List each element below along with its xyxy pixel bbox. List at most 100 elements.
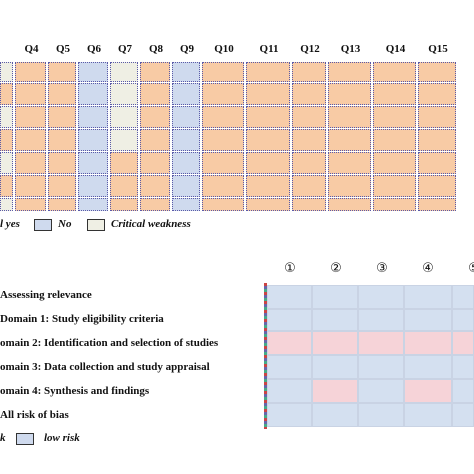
risk-cell bbox=[452, 379, 474, 403]
assessment-cell bbox=[0, 152, 13, 174]
assessment-cell bbox=[418, 175, 456, 197]
assessment-cell bbox=[110, 175, 138, 197]
column-header-q9: Q9 bbox=[179, 43, 195, 55]
risk-cell bbox=[358, 379, 404, 403]
assessment-cell bbox=[48, 129, 76, 151]
assessment-cell bbox=[48, 175, 76, 197]
legend-no-label: No bbox=[58, 218, 72, 230]
risk-cell bbox=[267, 355, 312, 379]
assessment-cell bbox=[78, 175, 108, 197]
assessment-cell bbox=[78, 198, 108, 211]
assessment-cell bbox=[15, 175, 46, 197]
risk-cell bbox=[358, 331, 404, 355]
domain-label: Assessing relevance bbox=[0, 289, 92, 301]
domain-label: Domain 1: Study eligibility criteria bbox=[0, 313, 164, 325]
assessment-cell bbox=[292, 198, 326, 211]
assessment-cell bbox=[15, 62, 46, 82]
assessment-cell bbox=[110, 83, 138, 105]
assessment-cell bbox=[0, 62, 13, 82]
risk-cell bbox=[312, 309, 358, 331]
assessment-cell bbox=[292, 152, 326, 174]
assessment-cell bbox=[110, 198, 138, 211]
assessment-cell bbox=[140, 175, 170, 197]
risk-cell bbox=[358, 309, 404, 331]
column-header-q11: Q11 bbox=[259, 43, 279, 55]
column-header-q12: Q12 bbox=[300, 43, 320, 55]
column-header-q6: Q6 bbox=[86, 43, 102, 55]
column-header-q8: Q8 bbox=[148, 43, 164, 55]
assessment-cell bbox=[418, 152, 456, 174]
assessment-cell bbox=[373, 152, 416, 174]
assessment-cell bbox=[0, 198, 13, 211]
assessment-cell bbox=[328, 152, 371, 174]
study-number-badge: ③ bbox=[376, 261, 388, 276]
study-number-badge: ⑤ bbox=[467, 262, 474, 276]
risk-cell bbox=[358, 285, 404, 309]
risk-cell bbox=[404, 403, 452, 427]
risk-cell bbox=[452, 331, 474, 355]
assessment-cell bbox=[373, 106, 416, 128]
risk-cell bbox=[312, 379, 358, 403]
assessment-cell bbox=[172, 198, 200, 211]
assessment-cell bbox=[373, 129, 416, 151]
risk-cell bbox=[267, 285, 312, 309]
risk-cell bbox=[312, 331, 358, 355]
assessment-cell bbox=[15, 83, 46, 105]
assessment-cell bbox=[140, 129, 170, 151]
assessment-cell bbox=[78, 83, 108, 105]
assessment-cell bbox=[172, 129, 200, 151]
assessment-cell bbox=[328, 129, 371, 151]
assessment-cell bbox=[78, 129, 108, 151]
assessment-cell bbox=[202, 152, 244, 174]
risk-cell bbox=[404, 355, 452, 379]
assessment-cell bbox=[418, 106, 456, 128]
assessment-cell bbox=[292, 129, 326, 151]
assessment-cell bbox=[48, 198, 76, 211]
table-divider bbox=[264, 283, 267, 429]
assessment-cell bbox=[418, 62, 456, 82]
assessment-cell bbox=[15, 152, 46, 174]
risk-cell bbox=[358, 403, 404, 427]
column-header-q5: Q5 bbox=[55, 43, 71, 55]
assessment-cell bbox=[172, 83, 200, 105]
column-header-q4: Q4 bbox=[24, 43, 39, 55]
domain-label: omain 4: Synthesis and findings bbox=[0, 385, 150, 397]
assessment-cell bbox=[246, 106, 290, 128]
risk-cell bbox=[452, 355, 474, 379]
assessment-cell bbox=[292, 175, 326, 197]
study-number-badge: ② bbox=[330, 261, 342, 276]
assessment-cell bbox=[48, 152, 76, 174]
assessment-cell bbox=[328, 62, 371, 82]
column-header-q15: Q15 bbox=[428, 43, 448, 55]
assessment-cell bbox=[0, 129, 13, 151]
assessment-cell bbox=[373, 62, 416, 82]
legend-low-risk-swatch bbox=[16, 433, 34, 445]
assessment-cell bbox=[373, 198, 416, 211]
assessment-cell bbox=[202, 175, 244, 197]
study-number-badge: ④ bbox=[422, 261, 434, 276]
assessment-cell bbox=[172, 106, 200, 128]
risk-cell bbox=[312, 403, 358, 427]
assessment-cell bbox=[140, 198, 170, 211]
assessment-cell bbox=[246, 83, 290, 105]
risk-cell bbox=[312, 285, 358, 309]
risk-cell bbox=[267, 331, 312, 355]
risk-cell bbox=[267, 309, 312, 331]
assessment-cell bbox=[110, 106, 138, 128]
assessment-cell bbox=[328, 106, 371, 128]
assessment-cell bbox=[140, 106, 170, 128]
risk-cell bbox=[404, 309, 452, 331]
study-number-badge: ① bbox=[284, 261, 296, 276]
assessment-cell bbox=[110, 152, 138, 174]
risk-cell bbox=[404, 331, 452, 355]
assessment-cell bbox=[172, 175, 200, 197]
assessment-cell bbox=[292, 83, 326, 105]
legend-partial-yes-label: l yes bbox=[0, 218, 20, 230]
assessment-cell bbox=[246, 152, 290, 174]
assessment-cell bbox=[140, 62, 170, 82]
risk-cell bbox=[404, 285, 452, 309]
domain-label: omain 3: Data collection and study appra… bbox=[0, 361, 210, 373]
legend-critical-swatch bbox=[87, 219, 105, 231]
risk-cell bbox=[452, 285, 474, 309]
risk-cell bbox=[452, 309, 474, 331]
